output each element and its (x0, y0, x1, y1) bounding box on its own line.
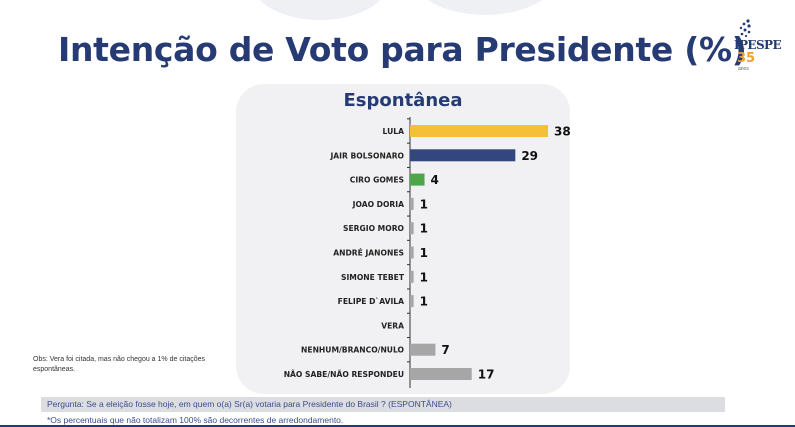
data-label: 1 (420, 222, 428, 236)
page-title: Intenção de Voto para Presidente (%) (58, 30, 747, 69)
data-label: 38 (554, 125, 571, 139)
observation-note: Obs: Vera foi citada, mas não chegou a 1… (33, 356, 205, 373)
bar (410, 343, 436, 356)
data-label: 1 (420, 295, 428, 309)
bar (410, 149, 516, 162)
chart-title: Espontânea (343, 90, 463, 111)
category-label: CIRO GOMES (350, 176, 404, 185)
category-label: JAIR BOLSONARO (329, 151, 404, 160)
bar (410, 368, 472, 380)
bar (410, 197, 414, 210)
category-label: LULA (383, 127, 405, 136)
bar (410, 173, 425, 186)
category-label: NÃO SABE/NÃO RESPONDEU (284, 370, 404, 379)
logo-years: 35 (737, 51, 756, 66)
bottom-rule (0, 425, 795, 427)
bar (410, 246, 414, 259)
ipespe-logo: IPESPE 35 anos (734, 18, 782, 88)
bar (410, 222, 414, 235)
survey-question: Pergunta: Se a eleição fosse hoje, em qu… (41, 397, 725, 412)
logo-brand: IPESPE (734, 38, 782, 52)
data-label: 29 (521, 149, 538, 163)
data-label: 1 (420, 270, 428, 284)
data-label: 7 (441, 343, 449, 357)
data-label: 1 (420, 197, 428, 211)
category-label: JOAO DORIA (352, 200, 404, 209)
category-label: VERA (381, 321, 404, 330)
category-label: ANDRÉ JANONES (333, 249, 404, 258)
data-label: 17 (478, 368, 495, 382)
bar (410, 270, 414, 283)
category-label: SIMONE TEBET (341, 273, 405, 282)
category-label: SERGIO MORO (343, 224, 405, 233)
data-label: 1 (420, 246, 428, 260)
rounding-footnote: *Os percentuais que não totalizam 100% s… (47, 415, 344, 425)
bar (410, 295, 414, 308)
bar (410, 125, 548, 137)
data-label: 4 (431, 173, 439, 187)
category-label: FELIPE D`AVILA (338, 297, 404, 306)
category-label: NENHUM/BRANCO/NULO (301, 346, 405, 355)
logo-dots-icon (739, 19, 751, 38)
logo-years-caption: anos (738, 66, 749, 72)
